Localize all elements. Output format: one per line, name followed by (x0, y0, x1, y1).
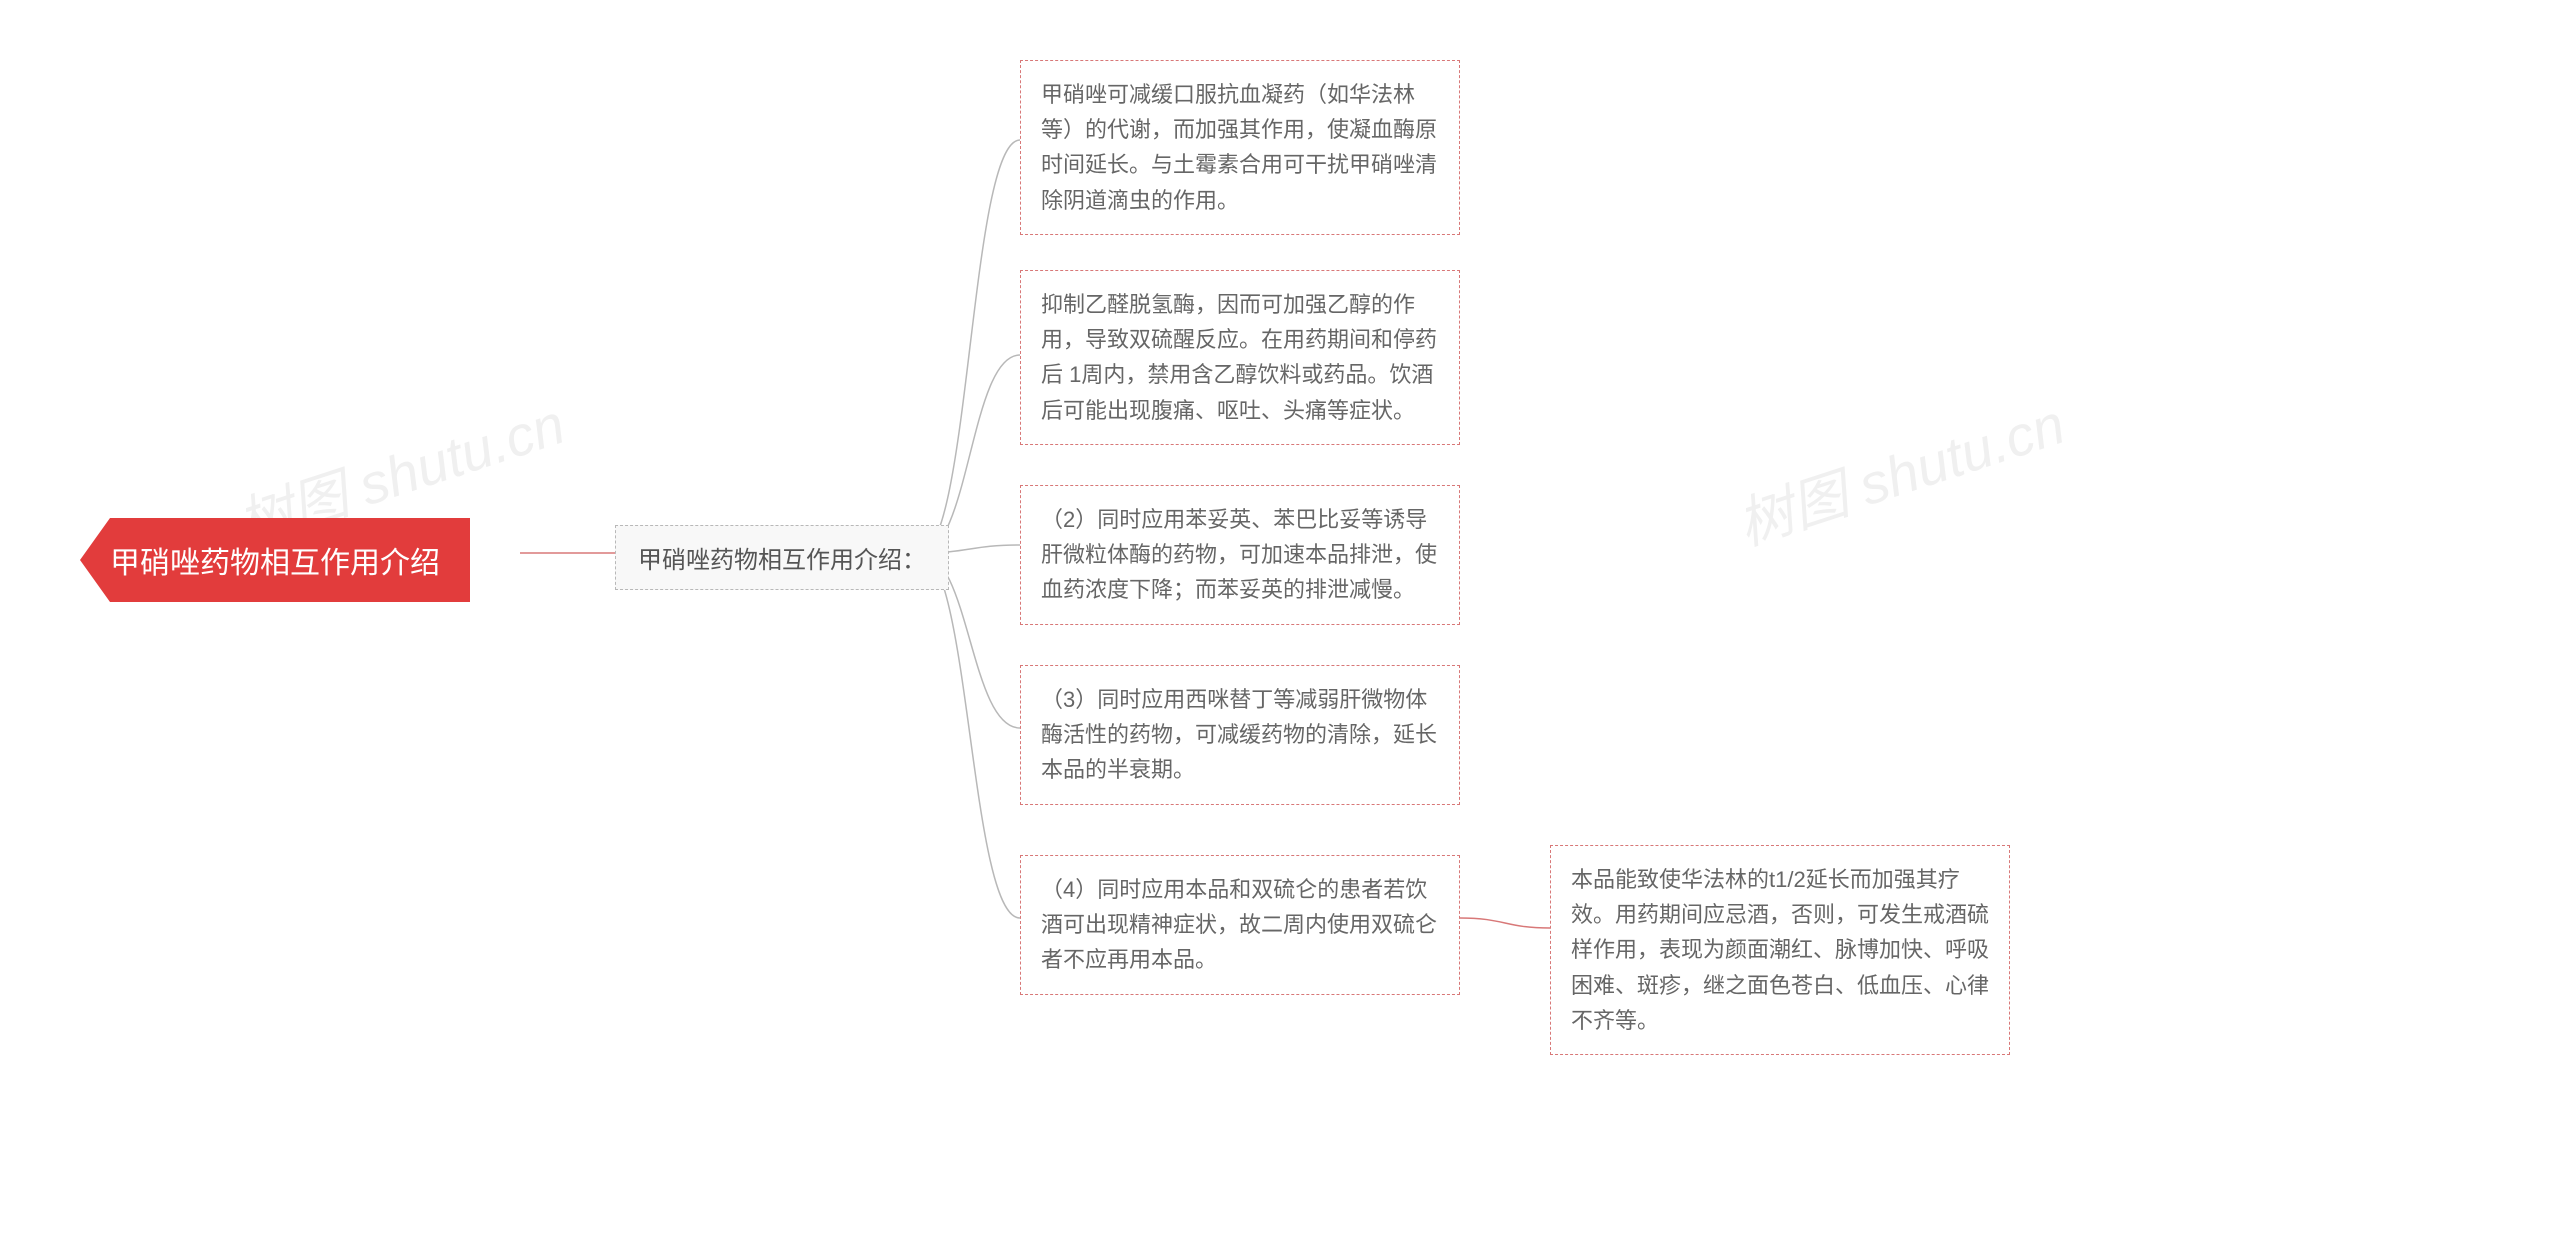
connector-l1-n1 (920, 140, 1020, 553)
connector-n5-n6 (1460, 918, 1550, 928)
level2-node-5: （4）同时应用本品和双硫仑的患者若饮酒可出现精神症状，故二周内使用双硫仑者不应再… (1020, 855, 1460, 995)
level1-node: 甲硝唑药物相互作用介绍： (615, 525, 949, 590)
connector-l1-n5 (920, 553, 1020, 918)
level2-node-1: 甲硝唑可减缓口服抗血凝药（如华法林等）的代谢，而加强其作用，使凝血酶原时间延长。… (1020, 60, 1460, 235)
level2-node-4: （3）同时应用西咪替丁等减弱肝微物体酶活性的药物，可减缓药物的清除，延长本品的半… (1020, 665, 1460, 805)
root-node: 甲硝唑药物相互作用介绍 (80, 518, 470, 602)
level2-node-3: （2）同时应用苯妥英、苯巴比妥等诱导肝微粒体酶的药物，可加速本品排泄，使血药浓度… (1020, 485, 1460, 625)
level3-node: 本品能致使华法林的t1/2延长而加强其疗效。用药期间应忌酒，否则，可发生戒酒硫样… (1550, 845, 2010, 1055)
level2-node-2: 抑制乙醛脱氢酶，因而可加强乙醇的作用，导致双硫醒反应。在用药期间和停药后 1周内… (1020, 270, 1460, 445)
connector-l1-n2 (920, 355, 1020, 553)
mindmap-container: 甲硝唑药物相互作用介绍 甲硝唑药物相互作用介绍： 甲硝唑可减缓口服抗血凝药（如华… (0, 0, 2560, 1241)
